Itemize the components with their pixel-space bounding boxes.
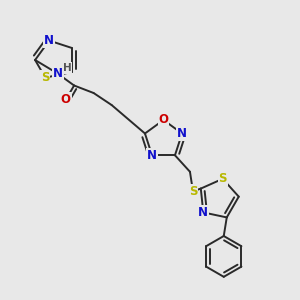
Text: N: N <box>147 149 157 162</box>
Text: S: S <box>189 185 197 198</box>
Text: H: H <box>63 63 72 73</box>
Text: S: S <box>218 172 227 185</box>
Text: N: N <box>177 127 187 140</box>
Text: O: O <box>158 113 169 127</box>
Text: O: O <box>61 93 71 106</box>
Text: N: N <box>52 67 63 80</box>
Text: N: N <box>198 206 208 219</box>
Text: S: S <box>41 71 50 84</box>
Text: N: N <box>44 34 54 47</box>
